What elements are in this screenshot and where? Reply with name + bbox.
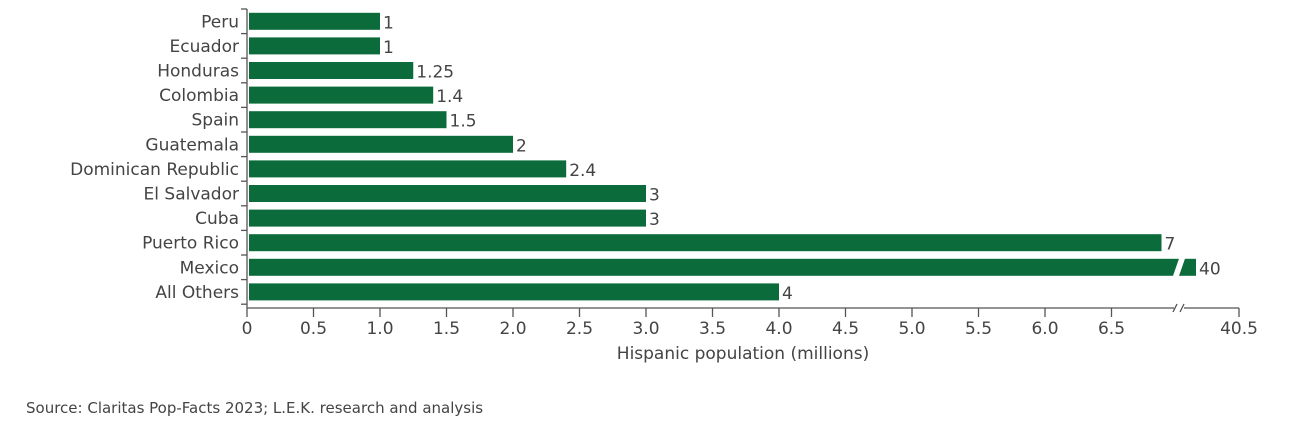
bar — [249, 234, 1162, 252]
x-tick-label: 6.0 — [1031, 319, 1058, 339]
bar — [249, 160, 567, 178]
data-label: 2.4 — [569, 161, 596, 181]
x-tick-label: 6.5 — [1098, 319, 1125, 339]
category-label: All Others — [155, 283, 239, 303]
bar-chart: Peru 1 Ecuador 1 Honduras 1.25 Colombia 1.4 Spai… — [70, 8, 1258, 364]
category-label: Honduras — [157, 62, 239, 82]
x-tick-label: 5.5 — [965, 319, 992, 339]
x-tick-label: 1.5 — [433, 319, 460, 339]
bar — [249, 185, 646, 202]
x-tick-label: 0.5 — [300, 319, 327, 339]
bar — [249, 209, 646, 227]
x-tick-label: 4.0 — [765, 319, 792, 339]
category-label: Spain — [192, 111, 240, 131]
bar — [249, 283, 779, 301]
bar — [249, 111, 447, 129]
x-axis-break-mark — [1172, 303, 1178, 313]
category-label: Guatemala — [145, 135, 239, 155]
x-tick-label: 40.5 — [1220, 319, 1258, 339]
category-label: Puerto Rico — [142, 234, 239, 254]
data-label: 3 — [649, 186, 660, 206]
data-label: 40 — [1199, 259, 1221, 279]
x-tick-label: 1.0 — [366, 319, 393, 339]
bar — [249, 12, 380, 30]
x-tick-label: 5.0 — [898, 319, 925, 339]
bar — [249, 86, 434, 104]
category-label: Colombia — [159, 86, 239, 106]
data-label: 1 — [383, 38, 394, 58]
category-label: El Salvador — [144, 185, 239, 205]
category-label: Cuba — [195, 209, 239, 229]
data-label: 1.4 — [436, 87, 463, 107]
category-label: Peru — [201, 12, 239, 32]
category-label: Dominican Republic — [70, 160, 239, 180]
data-label: 1 — [383, 13, 394, 33]
axis-break-mark — [1172, 255, 1186, 279]
x-tick-label: 0 — [242, 319, 253, 339]
x-axis-break-mark — [1179, 303, 1185, 313]
bar — [249, 135, 513, 153]
x-axis-title: Hispanic population (millions) — [617, 344, 869, 364]
data-label: 1.5 — [450, 112, 477, 132]
category-label: Mexico — [180, 258, 239, 278]
bar — [249, 37, 380, 55]
source-note: Source: Claritas Pop-Facts 2023; L.E.K. … — [26, 399, 484, 417]
category-label: Ecuador — [170, 37, 239, 57]
data-label: 7 — [1165, 235, 1176, 255]
x-tick-label: 3.0 — [632, 319, 659, 339]
data-label: 3 — [649, 210, 660, 230]
x-tick-label: 2.0 — [499, 319, 526, 339]
x-tick-label: 3.5 — [699, 319, 726, 339]
bar — [249, 258, 1196, 276]
data-label: 2 — [516, 136, 527, 156]
x-tick-label: 4.5 — [832, 319, 859, 339]
bar — [249, 62, 414, 79]
data-label: 4 — [782, 284, 793, 304]
x-tick-label: 2.5 — [566, 319, 593, 339]
data-label: 1.25 — [416, 63, 454, 83]
